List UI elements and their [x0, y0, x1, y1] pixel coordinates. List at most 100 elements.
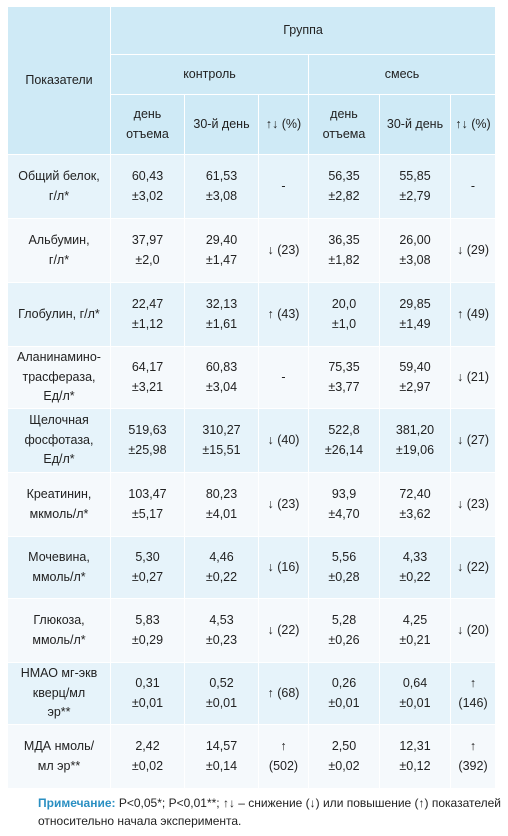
row-label: МДА нмоль/мл эр** — [7, 724, 111, 789]
row-label: Мочевина, ммоль/л* — [7, 536, 111, 599]
cell-line: 2,42 — [135, 739, 160, 754]
cell-line: 5,56 — [331, 550, 357, 565]
row-label: Глюкоза, ммоль/л* — [7, 598, 111, 663]
cell-line: ±0,14 — [205, 758, 238, 773]
cell-line: 93,9 — [331, 487, 357, 502]
cell-line: эр** — [47, 705, 71, 720]
cell-line: ±3,62 — [399, 506, 431, 521]
cell-line: мкмоль/л* — [29, 506, 89, 521]
cell-line: ммоль/л* — [32, 632, 86, 647]
cell-line: НМАО мг-экв — [20, 666, 98, 681]
cell-line: 5,28 — [331, 613, 357, 628]
cell-line: 4,33 — [402, 550, 428, 565]
cell-control-weaning: 22,47 ±1,12 — [110, 282, 185, 347]
cell-line: 0,52 — [209, 676, 234, 691]
cell-line: ↓ (22) — [267, 622, 300, 637]
table-row: Мочевина, ммоль/л* 5,30 ±0,27 4,46 ±0,22 ↓ (16… — [7, 536, 497, 599]
cell-control-change: ↑ (43) — [258, 282, 309, 347]
cell-control-change: ↓ (16) — [258, 536, 309, 599]
footnote-text: P<0,05*; P<0,01**; ↑↓ – снижение (↓) или… — [38, 796, 502, 828]
cell-line: ±0,27 — [131, 569, 164, 584]
header-control: контроль — [110, 54, 309, 95]
header-group: Группа — [109, 6, 497, 55]
cell-line: ↓ (29) — [457, 242, 489, 257]
cell-line: ±15,51 — [202, 442, 241, 457]
cell-control-day30: 310,27 ±15,51 — [184, 408, 259, 473]
cell-mix-day30: 55,85 ±2,79 — [379, 154, 451, 219]
cell-control-day30: 32,13 ±1,61 — [184, 282, 259, 347]
row-label: Глобулин, г/л* — [7, 282, 111, 347]
cell-line: кверц/мл — [32, 685, 86, 700]
cell-line: 5,30 — [135, 550, 160, 565]
cell-control-day30: 80,23 ±4,01 — [184, 472, 259, 537]
cell-control-weaning: 0,31 ±0,01 — [110, 662, 185, 725]
cell-line: ±3,04 — [205, 379, 238, 394]
cell-line: ±2,97 — [399, 379, 431, 394]
header-col-change-mix: ↑↓ (%) — [449, 94, 497, 155]
cell-line: 103,47 — [128, 487, 167, 502]
cell-line: 32,13 — [205, 297, 238, 312]
cell-line: ±0,01 — [205, 695, 238, 710]
cell-mix-weaning: 5,56 ±0,28 — [308, 536, 380, 599]
cell-line: ±5,17 — [131, 506, 164, 521]
cell-mix-weaning: 0,26 ±0,01 — [308, 662, 380, 725]
cell-line: Глобулин, г/л* — [18, 306, 100, 321]
cell-line: 22,47 — [131, 297, 164, 312]
cell-control-change: ↓ (23) — [258, 218, 309, 283]
cell-mix-day30: 381,20 ±19,06 — [379, 408, 451, 473]
cell-line: 0,26 — [331, 676, 357, 691]
cell-line: МДА нмоль/ — [23, 739, 95, 754]
cell-line: Глюкоза, — [33, 613, 85, 628]
cell-line: (146) — [458, 695, 488, 710]
table-row: НМАО мг-экв кверц/мл эр** 0,31 ±0,01 0,52 ±0,0… — [7, 662, 497, 725]
cell-line: 61,53 — [205, 169, 238, 184]
table-row: Альбумин, г/л* 37,97 ±2,0 29,40 ±1,47 ↓ (23) 36… — [7, 218, 497, 283]
cell-line: 0,31 — [135, 676, 160, 691]
cell-line: трасфераза, — [22, 369, 96, 384]
cell-line: 80,23 — [205, 487, 238, 502]
cell-mix-change: - — [449, 154, 497, 219]
cell-line: 72,40 — [399, 487, 431, 502]
cell-line: ↑ — [469, 739, 477, 754]
cell-line: 5,83 — [135, 613, 160, 628]
cell-line: Ед/л* — [43, 389, 75, 404]
cell-mix-day30: 59,40 ±2,97 — [379, 346, 451, 409]
header-col-weaning-control: день отъема — [110, 94, 185, 155]
cell-line: ↑ (49) — [457, 306, 489, 321]
cell-line: 381,20 — [395, 423, 435, 438]
cell-control-change: ↓ (40) — [258, 408, 309, 473]
cell-line: Ед/л* — [43, 452, 75, 467]
cell-line: 522,8 — [328, 423, 360, 438]
cell-line: 12,31 — [399, 739, 431, 754]
cell-line: ±0,12 — [399, 758, 431, 773]
cell-line: ±0,21 — [399, 632, 431, 647]
cell-line: ↑ (68) — [267, 685, 300, 700]
cell-control-day30: 61,53 ±3,08 — [184, 154, 259, 219]
cell-control-day30: 4,53 ±0,23 — [184, 598, 259, 663]
cell-control-weaning: 64,17 ±3,21 — [110, 346, 185, 409]
cell-line: ±26,14 — [324, 442, 364, 457]
cell-line: 64,17 — [131, 360, 164, 375]
cell-line: 29,85 — [399, 297, 431, 312]
table-row: Общий белок, г/л* 60,43 ±3,02 61,53 ±3,08 - 56,… — [7, 154, 497, 219]
cell-line: 26,00 — [399, 233, 431, 248]
header-col-text: день отъема — [322, 107, 366, 141]
cell-line: ±3,21 — [131, 379, 164, 394]
cell-line: ↓ (21) — [457, 369, 489, 384]
table-row: Глобулин, г/л* 22,47 ±1,12 32,13 ±1,61 ↑ (43)… — [7, 282, 497, 347]
cell-mix-day30: 12,31 ±0,12 — [379, 724, 451, 789]
cell-control-change: ↓ (22) — [258, 598, 309, 663]
cell-control-weaning: 519,63 ±25,98 — [110, 408, 185, 473]
cell-line: 37,97 — [131, 233, 164, 248]
cell-line: ±0,02 — [131, 758, 164, 773]
cell-control-day30: 4,46 ±0,22 — [184, 536, 259, 599]
cell-line: 310,27 — [202, 423, 241, 438]
cell-mix-change: ↑ (146) — [449, 662, 497, 725]
cell-line: ммоль/л* — [32, 569, 86, 584]
cell-line: ↓ (22) — [457, 559, 489, 574]
row-label: Щелочная фосфотаза, Ед/л* — [7, 408, 111, 473]
cell-line: ±4,70 — [328, 506, 360, 521]
cell-mix-weaning: 20,0 ±1,0 — [308, 282, 380, 347]
cell-mix-day30: 4,33 ±0,22 — [379, 536, 451, 599]
